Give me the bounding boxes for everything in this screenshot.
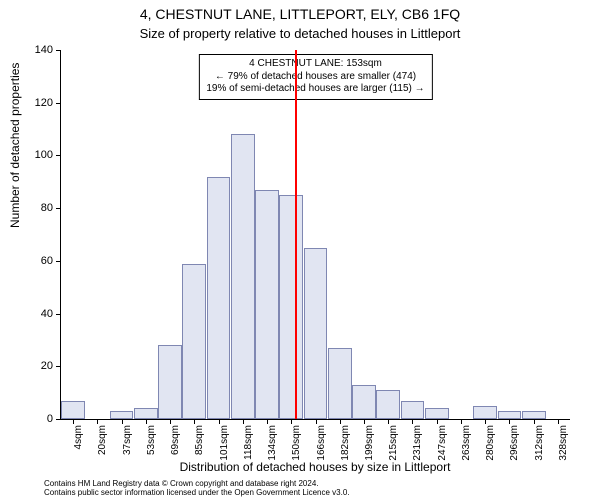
- y-tick-label: 0: [47, 413, 53, 425]
- x-tick: [558, 419, 559, 424]
- plot-area: 4 CHESTNUT LANE: 153sqm ← 79% of detache…: [60, 50, 570, 420]
- x-tick: [170, 419, 171, 424]
- footer: Contains HM Land Registry data © Crown c…: [44, 479, 350, 497]
- x-tick-label: 182sqm: [340, 425, 351, 461]
- x-tick: [388, 419, 389, 424]
- x-tick: [219, 419, 220, 424]
- y-tick: [56, 50, 61, 51]
- x-tick-label: 312sqm: [534, 425, 545, 461]
- x-tick: [146, 419, 147, 424]
- histogram-bar: [182, 264, 206, 420]
- footer-line1: Contains HM Land Registry data © Crown c…: [44, 479, 350, 488]
- x-tick: [194, 419, 195, 424]
- histogram-bar: [401, 401, 425, 419]
- y-tick-label: 80: [41, 202, 53, 214]
- histogram-bar: [134, 408, 158, 419]
- x-axis-label: Distribution of detached houses by size …: [60, 460, 570, 474]
- y-axis-label: Number of detached properties: [8, 63, 22, 228]
- x-tick: [364, 419, 365, 424]
- histogram-bar: [498, 411, 522, 419]
- x-tick: [122, 419, 123, 424]
- x-tick: [412, 419, 413, 424]
- chart-container: 4, CHESTNUT LANE, LITTLEPORT, ELY, CB6 1…: [0, 0, 600, 500]
- x-tick-label: 53sqm: [146, 425, 157, 455]
- y-tick: [56, 314, 61, 315]
- footer-line2: Contains public sector information licen…: [44, 488, 350, 497]
- y-tick-label: 60: [41, 255, 53, 267]
- x-tick-label: 215sqm: [388, 425, 399, 461]
- y-tick: [56, 208, 61, 209]
- y-tick: [56, 366, 61, 367]
- x-tick-label: 199sqm: [364, 425, 375, 461]
- y-tick-label: 20: [41, 360, 53, 372]
- y-tick-label: 140: [35, 44, 53, 56]
- x-tick: [485, 419, 486, 424]
- x-tick-label: 134sqm: [267, 425, 278, 461]
- x-tick: [291, 419, 292, 424]
- annotation-line3: 19% of semi-detached houses are larger (…: [206, 83, 424, 96]
- histogram-bar: [473, 406, 497, 419]
- annotation-box: 4 CHESTNUT LANE: 153sqm ← 79% of detache…: [198, 54, 432, 100]
- histogram-bar: [158, 345, 182, 419]
- histogram-bar: [255, 190, 279, 419]
- histogram-bar: [61, 401, 85, 419]
- x-tick: [340, 419, 341, 424]
- histogram-bar: [279, 195, 303, 419]
- y-tick: [56, 103, 61, 104]
- histogram-bar: [352, 385, 376, 419]
- x-tick-label: 85sqm: [194, 425, 205, 455]
- histogram-bar: [110, 411, 134, 419]
- x-tick-label: 4sqm: [73, 425, 84, 449]
- x-tick: [73, 419, 74, 424]
- histogram-bar: [425, 408, 449, 419]
- x-tick: [461, 419, 462, 424]
- title-address: 4, CHESTNUT LANE, LITTLEPORT, ELY, CB6 1…: [0, 6, 600, 22]
- title-subtitle: Size of property relative to detached ho…: [0, 26, 600, 41]
- x-tick-label: 296sqm: [509, 425, 520, 461]
- histogram-bar: [304, 248, 328, 419]
- x-tick-label: 20sqm: [97, 425, 108, 455]
- x-tick-label: 150sqm: [291, 425, 302, 461]
- histogram-bar: [522, 411, 546, 419]
- x-tick: [437, 419, 438, 424]
- x-tick: [509, 419, 510, 424]
- y-tick-label: 100: [35, 149, 53, 161]
- x-tick: [97, 419, 98, 424]
- histogram-bar: [207, 177, 231, 419]
- y-tick: [56, 419, 61, 420]
- x-tick-label: 166sqm: [316, 425, 327, 461]
- x-tick: [243, 419, 244, 424]
- x-tick-label: 69sqm: [170, 425, 181, 455]
- annotation-line1: 4 CHESTNUT LANE: 153sqm: [206, 58, 424, 71]
- x-tick: [267, 419, 268, 424]
- x-tick-label: 280sqm: [485, 425, 496, 461]
- x-tick-label: 231sqm: [412, 425, 423, 461]
- x-tick-label: 247sqm: [437, 425, 448, 461]
- y-tick-label: 40: [41, 308, 53, 320]
- histogram-bar: [376, 390, 400, 419]
- x-tick-label: 101sqm: [219, 425, 230, 461]
- y-tick: [56, 261, 61, 262]
- x-tick: [316, 419, 317, 424]
- reference-line: [295, 50, 297, 419]
- histogram-bar: [231, 134, 255, 419]
- x-tick-label: 328sqm: [558, 425, 569, 461]
- x-tick-label: 118sqm: [243, 425, 254, 460]
- x-tick-label: 37sqm: [122, 425, 133, 455]
- histogram-bar: [328, 348, 352, 419]
- x-tick-label: 263sqm: [461, 425, 472, 461]
- y-tick-label: 120: [35, 97, 53, 109]
- y-tick: [56, 155, 61, 156]
- x-tick: [534, 419, 535, 424]
- annotation-line2: ← 79% of detached houses are smaller (47…: [206, 71, 424, 84]
